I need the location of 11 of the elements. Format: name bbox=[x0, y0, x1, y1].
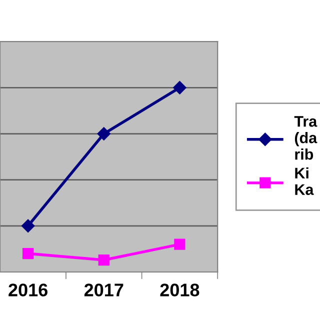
point bbox=[98, 254, 110, 266]
legend-label: Ki Ka bbox=[295, 167, 314, 195]
point bbox=[97, 127, 110, 140]
point bbox=[173, 81, 186, 94]
x-tick-label: 2018 bbox=[160, 284, 200, 296]
x-tick-label: 2016 bbox=[8, 284, 48, 296]
x-tick-label: 2017 bbox=[84, 284, 124, 296]
point bbox=[174, 238, 186, 250]
legend-label: Tra (da rib bbox=[294, 116, 318, 160]
point bbox=[22, 248, 34, 260]
point bbox=[21, 219, 35, 233]
